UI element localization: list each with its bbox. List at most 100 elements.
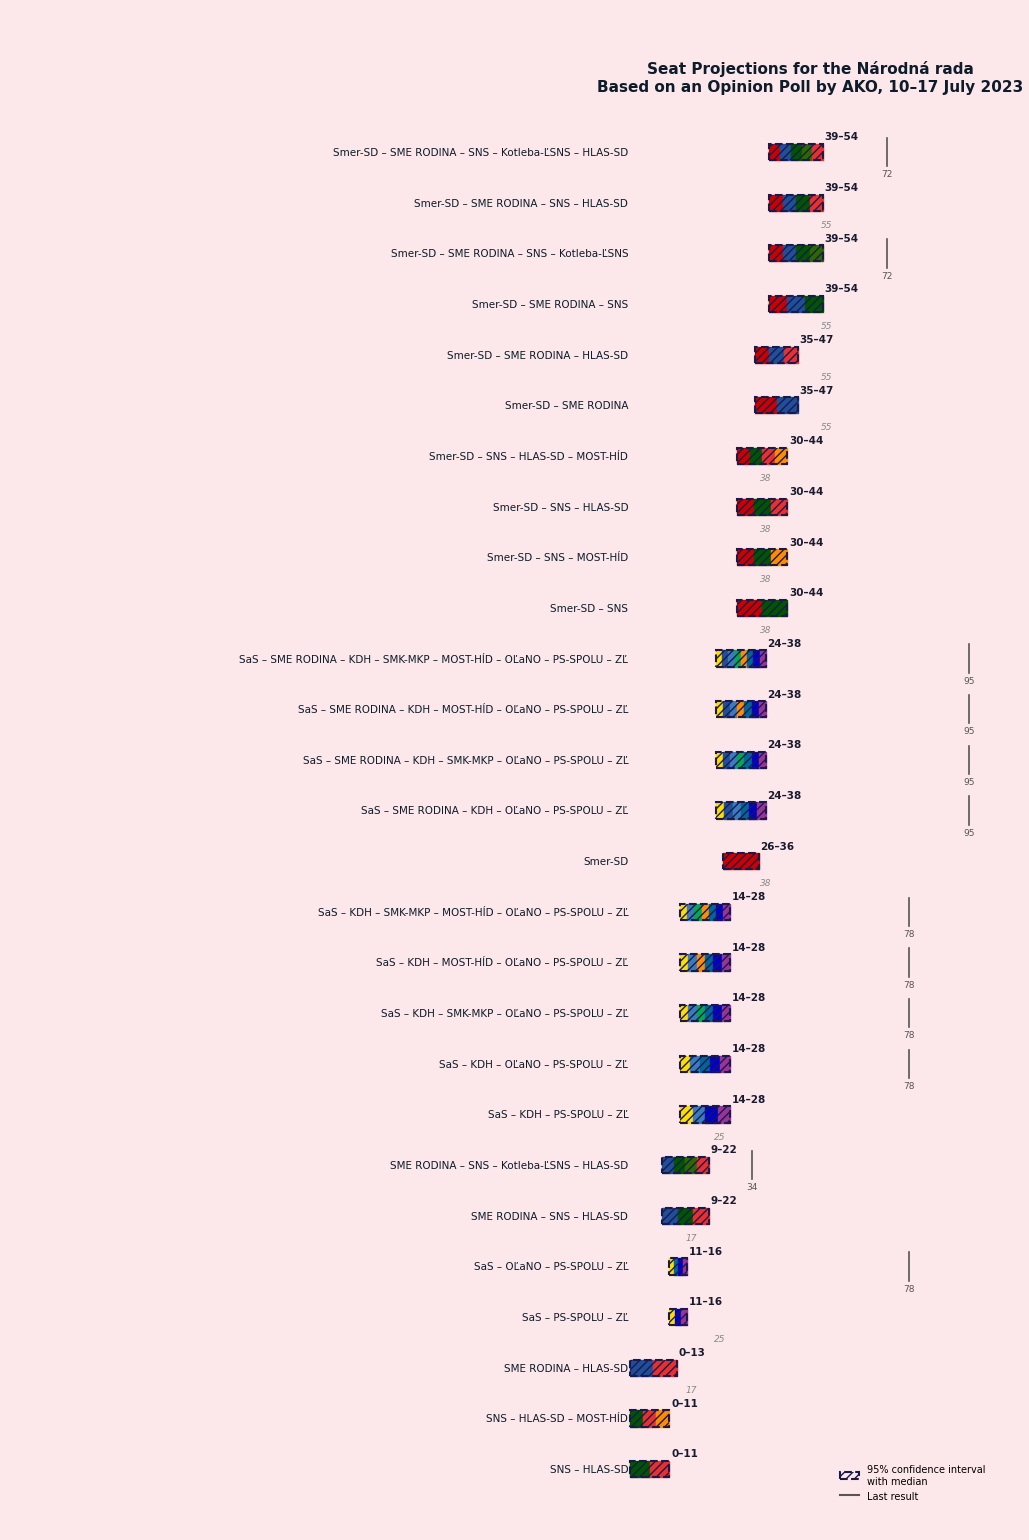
Bar <box>669 1309 686 1326</box>
Bar <box>769 297 786 313</box>
Text: SaS – SME RODINA – KDH – OĽaNO – PS-SPOLU – ZĽ: SaS – SME RODINA – KDH – OĽaNO – PS-SPOL… <box>361 805 628 816</box>
Text: 14–28: 14–28 <box>732 1044 766 1053</box>
Text: SaS – KDH – PS-SPOLU – ZĽ: SaS – KDH – PS-SPOLU – ZĽ <box>487 1110 628 1120</box>
Text: 95: 95 <box>963 727 974 736</box>
Bar <box>769 196 782 211</box>
Bar <box>730 752 737 768</box>
Text: 0–13: 0–13 <box>678 1348 705 1357</box>
Bar <box>673 1258 678 1275</box>
Text: 17: 17 <box>684 1234 696 1243</box>
Bar <box>734 651 740 667</box>
Bar <box>687 1006 697 1021</box>
Bar <box>737 499 786 516</box>
Bar <box>721 955 730 972</box>
Bar <box>679 904 730 921</box>
Text: SaS – OĽaNO – PS-SPOLU – ZĽ: SaS – OĽaNO – PS-SPOLU – ZĽ <box>473 1261 628 1272</box>
Text: SaS – KDH – SMK-MKP – OĽaNO – PS-SPOLU – ZĽ: SaS – KDH – SMK-MKP – OĽaNO – PS-SPOLU –… <box>381 1009 628 1018</box>
Bar <box>669 1309 675 1326</box>
Text: 0–11: 0–11 <box>671 1449 698 1458</box>
Bar <box>662 1157 673 1173</box>
Text: SME RODINA – SNS – Kotleba-ĽSNS – HLAS-SD: SME RODINA – SNS – Kotleba-ĽSNS – HLAS-S… <box>390 1160 628 1170</box>
Bar <box>722 853 758 870</box>
Bar <box>677 1207 693 1224</box>
Bar <box>748 802 756 819</box>
Bar <box>740 651 746 667</box>
Bar <box>779 145 790 162</box>
Text: SaS – KDH – OĽaNO – PS-SPOLU – ZĽ: SaS – KDH – OĽaNO – PS-SPOLU – ZĽ <box>439 1060 628 1069</box>
Bar <box>795 246 809 262</box>
Bar <box>756 802 766 819</box>
Bar <box>705 955 713 972</box>
Text: Smer-SD – SME RODINA – SNS: Smer-SD – SME RODINA – SNS <box>471 300 628 310</box>
Text: 14–28: 14–28 <box>732 942 766 952</box>
Text: 24–38: 24–38 <box>767 739 802 750</box>
Text: 25: 25 <box>713 1132 724 1141</box>
Bar <box>715 904 722 921</box>
Text: 25: 25 <box>713 1335 724 1343</box>
Bar <box>679 1006 687 1021</box>
Bar <box>769 145 779 162</box>
Bar <box>754 348 797 363</box>
Text: 9–22: 9–22 <box>710 1144 737 1155</box>
Bar <box>737 550 753 567</box>
Text: 30–44: 30–44 <box>788 487 822 496</box>
Text: 38: 38 <box>759 879 771 889</box>
Bar <box>737 550 786 567</box>
Bar <box>715 702 766 718</box>
Text: 39–54: 39–54 <box>824 132 858 142</box>
Text: 24–38: 24–38 <box>767 790 802 801</box>
Bar <box>770 499 786 516</box>
Text: 11–16: 11–16 <box>688 1246 722 1257</box>
Bar <box>770 550 786 567</box>
Bar <box>786 297 805 313</box>
Text: 72: 72 <box>881 169 892 179</box>
Text: 95: 95 <box>963 778 974 787</box>
Bar <box>795 196 809 211</box>
Bar <box>697 1006 705 1021</box>
Bar <box>715 651 766 667</box>
Bar <box>679 1107 693 1123</box>
Bar <box>715 802 766 819</box>
Text: 78: 78 <box>902 1081 914 1090</box>
Bar <box>754 348 769 363</box>
Bar <box>694 904 701 921</box>
Bar <box>669 1258 686 1275</box>
Text: 26–36: 26–36 <box>759 841 794 852</box>
Bar <box>700 1056 709 1072</box>
Bar <box>758 752 766 768</box>
Text: Smer-SD – SME RODINA: Smer-SD – SME RODINA <box>504 400 628 411</box>
Bar <box>715 802 723 819</box>
Text: SNS – HLAS-SD – MOST-HÍD: SNS – HLAS-SD – MOST-HÍD <box>486 1414 628 1423</box>
Bar <box>749 448 761 465</box>
Text: Smer-SD – SME RODINA – SNS – Kotleba-ĽSNS – HLAS-SD: Smer-SD – SME RODINA – SNS – Kotleba-ĽSN… <box>332 148 628 159</box>
Text: 34: 34 <box>745 1183 756 1192</box>
Text: SaS – KDH – SMK-MKP – MOST-HÍD – OĽaNO – PS-SPOLU – ZĽ: SaS – KDH – SMK-MKP – MOST-HÍD – OĽaNO –… <box>318 907 628 918</box>
Bar <box>722 752 730 768</box>
Text: 55: 55 <box>820 373 831 382</box>
Text: 35–47: 35–47 <box>800 334 833 345</box>
Bar <box>737 499 753 516</box>
Text: SaS – SME RODINA – KDH – MOST-HÍD – OĽaNO – PS-SPOLU – ZĽ: SaS – SME RODINA – KDH – MOST-HÍD – OĽaN… <box>297 705 628 715</box>
Bar <box>662 1207 708 1224</box>
Bar <box>630 1461 649 1477</box>
Bar <box>685 1157 697 1173</box>
Bar <box>649 1461 669 1477</box>
Bar <box>753 550 770 567</box>
Text: 17: 17 <box>684 1384 696 1394</box>
Bar <box>737 448 786 465</box>
Bar <box>655 1411 669 1426</box>
Bar <box>681 1309 686 1326</box>
Bar <box>782 196 795 211</box>
Bar <box>705 1107 717 1123</box>
Bar <box>809 246 822 262</box>
Bar <box>722 853 758 870</box>
Bar <box>679 904 686 921</box>
Bar <box>719 1056 730 1072</box>
Bar <box>679 955 730 972</box>
Bar <box>723 802 732 819</box>
Bar <box>715 651 721 667</box>
Bar <box>801 145 812 162</box>
Bar <box>740 802 748 819</box>
Bar <box>713 955 721 972</box>
Bar <box>679 955 687 972</box>
